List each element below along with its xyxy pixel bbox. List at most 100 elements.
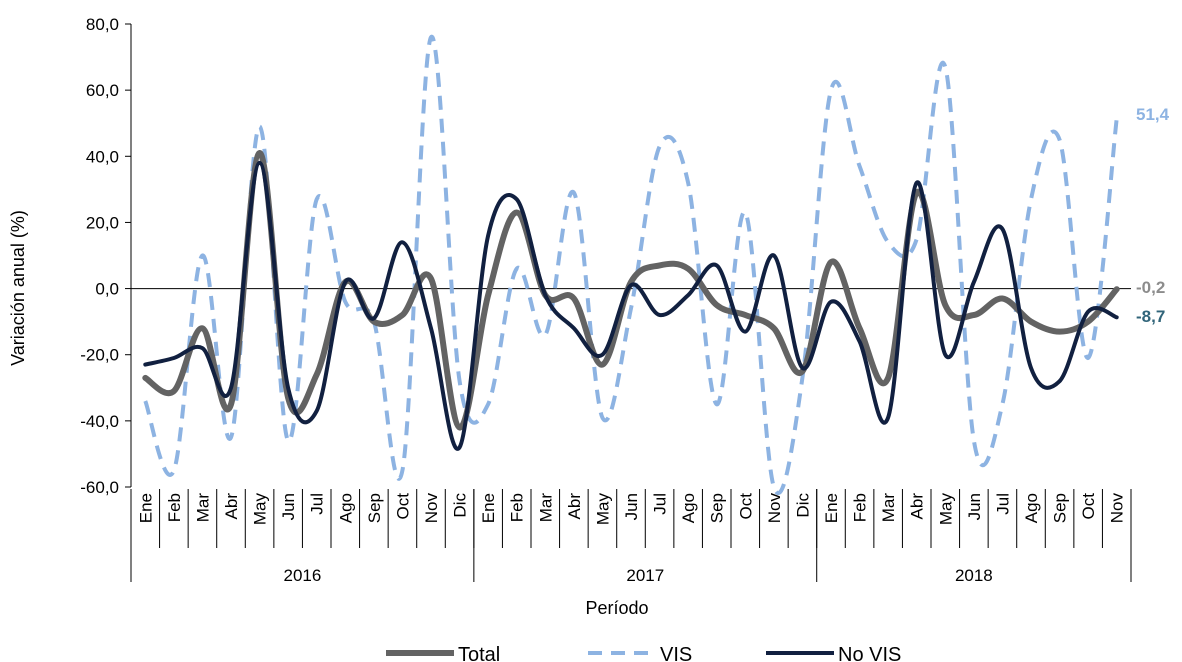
data-point-no-vis bbox=[286, 386, 290, 390]
data-point-no-vis bbox=[1029, 366, 1033, 370]
y-tick-label: -60,0 bbox=[80, 478, 119, 497]
data-point-total bbox=[658, 263, 662, 267]
data-point-vis bbox=[915, 237, 919, 241]
data-point-vis bbox=[800, 376, 804, 380]
year-label: 2018 bbox=[955, 566, 993, 585]
x-tick-label: Mar bbox=[536, 493, 555, 523]
legend: Total VIS No VIS bbox=[386, 644, 901, 662]
data-point-total bbox=[143, 376, 147, 380]
x-tick-label: Mar bbox=[193, 493, 212, 523]
data-point-vis bbox=[943, 65, 947, 69]
data-point-total bbox=[686, 267, 690, 271]
x-tick-label: Jul bbox=[651, 493, 670, 515]
data-point-total bbox=[972, 313, 976, 317]
year-label: 2016 bbox=[284, 566, 322, 585]
data-point-total bbox=[458, 425, 462, 429]
data-point-no-vis bbox=[972, 280, 976, 284]
data-point-no-vis bbox=[829, 300, 833, 304]
data-point-vis bbox=[1115, 117, 1119, 121]
data-point-vis bbox=[886, 240, 890, 244]
data-point-no-vis bbox=[658, 313, 662, 317]
data-point-no-vis bbox=[886, 416, 890, 420]
data-point-no-vis bbox=[1058, 379, 1062, 383]
data-point-total bbox=[1029, 320, 1033, 324]
data-point-vis bbox=[429, 35, 433, 39]
data-point-vis bbox=[343, 300, 347, 304]
data-point-no-vis bbox=[1086, 310, 1090, 314]
end-label-no-vis: -8,7 bbox=[1136, 307, 1165, 326]
y-tick-label: 60,0 bbox=[86, 81, 119, 100]
x-tick-label: Sep bbox=[708, 493, 727, 523]
legend-label: Total bbox=[458, 644, 500, 662]
x-tick-label: Oct bbox=[1079, 493, 1098, 520]
data-point-vis bbox=[686, 181, 690, 185]
data-point-no-vis bbox=[715, 263, 719, 267]
x-tick-label: Sep bbox=[1051, 493, 1070, 523]
data-point-no-vis bbox=[372, 316, 376, 320]
x-tick-label: Ago bbox=[336, 493, 355, 523]
data-point-no-vis bbox=[172, 356, 176, 360]
data-point-no-vis bbox=[315, 409, 319, 413]
x-tick-label: Feb bbox=[165, 493, 184, 522]
data-point-vis bbox=[1000, 402, 1004, 406]
data-point-total bbox=[1058, 330, 1062, 334]
data-point-vis bbox=[829, 88, 833, 92]
x-tick-label: Feb bbox=[851, 493, 870, 522]
x-tick-label: Oct bbox=[736, 493, 755, 520]
axes-layer: 80,0 60,0 40,0 20,0 0,0 -20,0 -40,0 -60,0 Ene Feb… bbox=[80, 15, 1132, 585]
data-point-total bbox=[486, 293, 490, 297]
data-point-vis bbox=[743, 211, 747, 215]
x-axis-title: Período bbox=[585, 598, 648, 618]
data-point-vis bbox=[515, 267, 519, 271]
data-point-no-vis bbox=[858, 339, 862, 343]
data-point-vis bbox=[972, 439, 976, 443]
data-point-total bbox=[1000, 296, 1004, 300]
data-point-no-vis bbox=[486, 234, 490, 238]
x-tick-label: Dic bbox=[451, 493, 470, 518]
data-point-no-vis bbox=[543, 293, 547, 297]
x-tick-label: Nov bbox=[422, 493, 441, 524]
data-point-vis bbox=[600, 416, 604, 420]
end-label-vis: 51,4 bbox=[1136, 105, 1170, 124]
x-tick-label: Nov bbox=[765, 493, 784, 524]
data-point-no-vis bbox=[229, 386, 233, 390]
labels-layer: 51,4 -0,2 -8,7 bbox=[1136, 105, 1170, 326]
data-point-vis bbox=[543, 333, 547, 337]
series-layer bbox=[142, 35, 1120, 496]
data-point-vis bbox=[658, 144, 662, 148]
x-tick-label: Nov bbox=[1108, 493, 1127, 524]
data-point-total bbox=[172, 389, 176, 393]
x-tick-label: Dic bbox=[793, 493, 812, 518]
data-point-total bbox=[772, 326, 776, 330]
data-point-vis bbox=[200, 254, 204, 258]
data-point-no-vis bbox=[943, 353, 947, 357]
data-point-vis bbox=[1029, 197, 1033, 201]
data-point-no-vis bbox=[458, 445, 462, 449]
data-point-vis bbox=[229, 435, 233, 439]
data-point-vis bbox=[772, 485, 776, 489]
end-label-total: -0,2 bbox=[1136, 278, 1165, 297]
legend-label: VIS bbox=[660, 644, 692, 662]
x-tick-label: Ene bbox=[479, 493, 498, 523]
data-point-total bbox=[1115, 287, 1119, 291]
y-tick-label: 20,0 bbox=[86, 213, 119, 232]
x-tick-label: May bbox=[936, 493, 955, 526]
y-tick-label: 80,0 bbox=[86, 15, 119, 34]
data-point-total bbox=[715, 303, 719, 307]
x-tick-label: Ago bbox=[1022, 493, 1041, 523]
data-point-no-vis bbox=[258, 161, 262, 165]
x-tick-label: Ene bbox=[822, 493, 841, 523]
year-label: 2017 bbox=[626, 566, 664, 585]
x-tick-label: Jun bbox=[622, 493, 641, 520]
series-line-no-vis bbox=[143, 160, 1119, 451]
x-tick-label: Abr bbox=[565, 493, 584, 520]
data-point-vis bbox=[1058, 138, 1062, 142]
data-point-vis bbox=[572, 191, 576, 195]
data-point-total bbox=[429, 277, 433, 281]
data-point-no-vis bbox=[1115, 315, 1119, 319]
x-tick-label: Mar bbox=[879, 493, 898, 523]
x-tick-label: Jul bbox=[308, 493, 327, 515]
data-point-no-vis bbox=[1000, 227, 1004, 231]
x-tick-label: Abr bbox=[908, 493, 927, 520]
data-point-total bbox=[572, 296, 576, 300]
